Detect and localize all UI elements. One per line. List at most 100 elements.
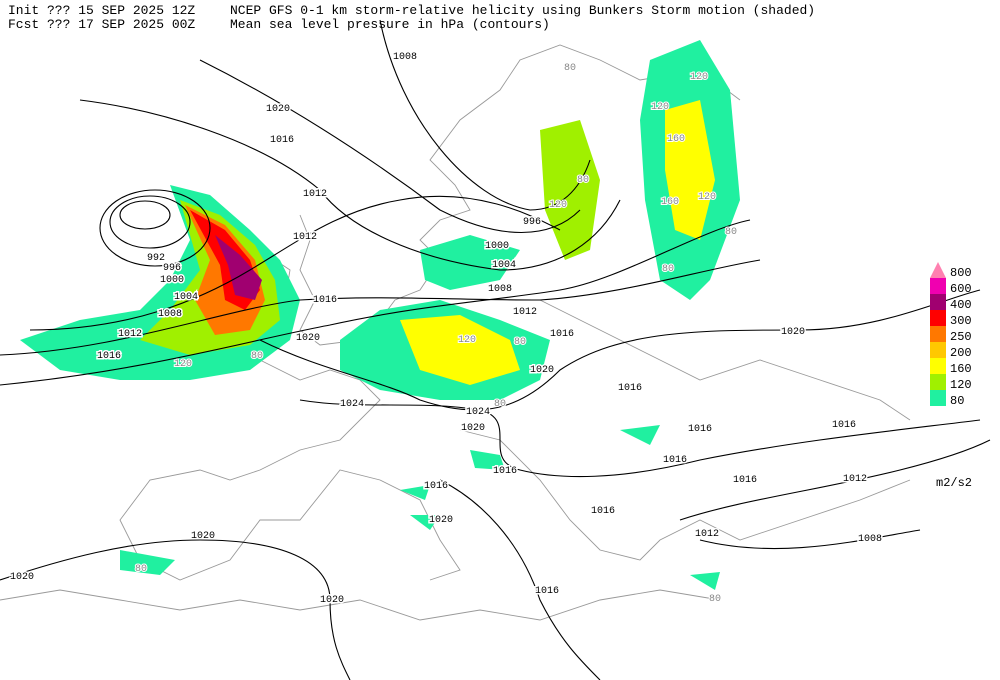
isobar-label: 1016 [733,475,757,486]
header-subtitle: Mean sea level pressure in hPa (contours… [230,17,550,32]
isobar-label: 1016 [270,135,294,146]
coast-west [119,359,461,581]
isobar-label: 1012 [303,189,327,200]
isobar-label: 1016 [591,506,615,517]
helicity-label: 80 [725,227,737,238]
isobar-label: 1020 [10,572,34,583]
isobar [439,479,601,680]
isobar-label: 1012 [118,329,142,340]
legend-label: 600 [950,282,972,296]
isobar-label: 1020 [296,333,320,344]
isobar-label: 1008 [858,534,882,545]
helicity-label: 80 [577,175,589,186]
isobar-label: 1004 [174,292,198,303]
isobar-label: 1020 [461,423,485,434]
isobar-label: 996 [523,217,541,228]
legend-label: 400 [950,298,972,312]
isobar [0,219,751,386]
helicity-label: 80 [251,351,263,362]
isobar [199,59,581,233]
helicity-label: 120 [698,192,716,203]
legend-swatch [930,342,946,358]
helicity-label: 120 [174,359,192,370]
helicity-label: 120 [549,200,567,211]
legend: 800 600 400 300 250 200 160 120 80 [930,262,972,408]
legend-swatch [930,390,946,406]
isobar-label: 1020 [781,327,805,338]
isobar [699,529,921,550]
isobar-label: 992 [147,253,165,264]
isobar-label: 1012 [695,529,719,540]
isobar-label: 1016 [688,424,712,435]
legend-label: 250 [950,330,972,344]
shade-600 [215,235,262,300]
helicity-label: 120 [651,102,669,113]
isobar-label: 1004 [492,260,516,271]
isobar-label: 1000 [485,241,509,252]
isobar-label: 996 [163,263,181,274]
helicity-label: 120 [690,72,708,83]
helicity-label: 120 [458,335,476,346]
isobar-label: 1008 [393,52,417,63]
legend-label: 80 [950,394,964,408]
isobar-label: 1016 [832,420,856,431]
isobar-label: 1016 [313,295,337,306]
legend-swatch [930,326,946,342]
isobar-label: 1016 [550,329,574,340]
isobar-label: 1020 [266,104,290,115]
legend-label: 120 [950,378,972,392]
shade-east-core [665,100,715,240]
helicity-label: 80 [494,399,506,410]
shade-north-sea [420,235,520,290]
isobar [679,439,991,521]
isobar-label: 1016 [535,586,559,597]
helicity-label: 80 [662,264,674,275]
shade-central-core [400,315,520,385]
isobar-label: 1008 [158,309,182,320]
legend-swatch [930,310,946,326]
helicity-label: 80 [135,564,147,575]
legend-label: 300 [950,314,972,328]
isobar-label: 1024 [466,407,490,418]
isobar [299,399,981,478]
header-title: NCEP GFS 0-1 km storm-relative helicity … [230,3,815,18]
helicity-label: 160 [667,134,685,145]
isobar [0,259,761,356]
isobar-label: 1008 [488,284,512,295]
isobar [259,289,981,411]
isobar-label: 1016 [618,383,642,394]
isobar [79,99,621,271]
helicity-label: 80 [514,337,526,348]
isobar [379,19,591,211]
border-east [539,299,911,421]
isobar-label: 1016 [97,351,121,362]
isobar-label: 1024 [340,399,364,410]
legend-swatch [930,374,946,390]
header-fcst: Fcst ??? 17 SEP 2025 00Z [8,17,195,32]
coast-north [299,44,741,346]
isobar-label: 1020 [320,595,344,606]
isobar-label: 1012 [293,232,317,243]
legend-label: 200 [950,346,972,360]
isobar-label: 1016 [493,466,517,477]
helicity-label: 80 [564,63,576,74]
isobar [0,539,351,680]
legend-swatch [930,358,946,374]
legend-label: 800 [950,266,972,280]
isobar-label: 1020 [530,365,554,376]
isobar-label: 1012 [513,307,537,318]
isobar-label: 1016 [663,455,687,466]
isobar-label: 1020 [191,531,215,542]
legend-label: 160 [950,362,972,376]
isobar [119,200,171,230]
isobar-label: 1012 [843,474,867,485]
legend-swatch [930,278,946,294]
isobars [0,19,991,680]
legend-swatch [930,294,946,310]
isobar-label: 1016 [424,481,448,492]
helicity-label: 160 [661,197,679,208]
legend-unit: m2/s2 [936,476,972,490]
isobar-label: 1000 [160,275,184,286]
coast-africa [0,589,721,621]
